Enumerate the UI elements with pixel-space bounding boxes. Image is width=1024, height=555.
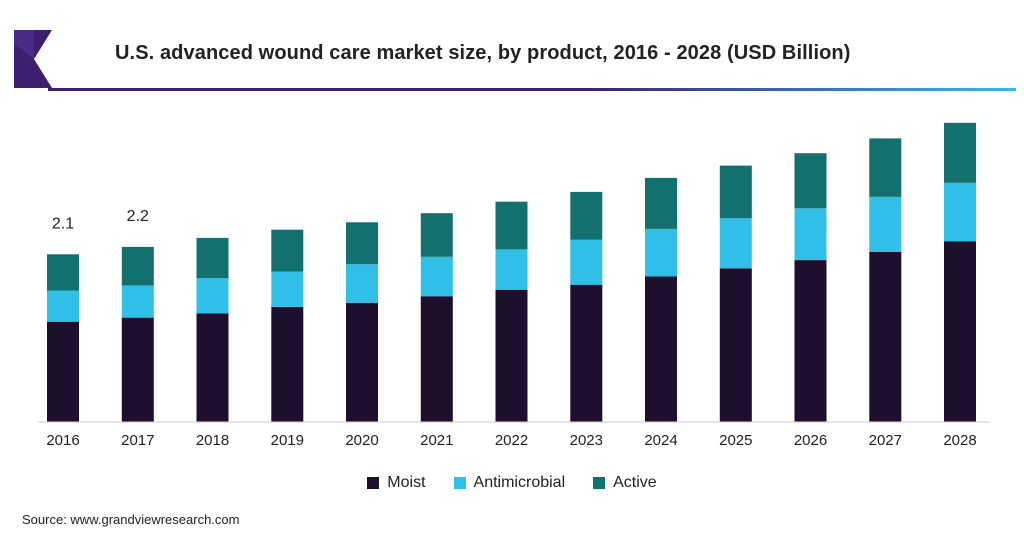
bar-active-2016 xyxy=(47,254,79,291)
source-note: Source: www.grandviewresearch.com xyxy=(22,512,240,527)
bar-active-2026 xyxy=(794,153,827,209)
bar-moist-2019 xyxy=(271,306,304,422)
bar-antimicrobial-2026 xyxy=(794,208,827,261)
legend-swatch-antimicrobial xyxy=(453,477,466,489)
bar-antimicrobial-2018 xyxy=(196,278,229,314)
x-tick-labels: 2016 2017 2018 2019 2020 2021 2022 2023 2024 2025… xyxy=(46,432,976,449)
bar-moist-2026 xyxy=(794,260,827,422)
bar-active-2027 xyxy=(869,138,902,197)
data-labels: 2.1 2.2 xyxy=(52,208,149,232)
bar-active-2024 xyxy=(645,177,677,229)
bar-antimicrobial-2024 xyxy=(645,228,677,277)
x-tick-label-2027: 2027 xyxy=(869,432,902,449)
legend-label-moist: Moist xyxy=(387,474,426,491)
x-tick-label-2020: 2020 xyxy=(345,432,378,449)
bar-moist-2016 xyxy=(47,321,79,422)
chart-title: U.S. advanced wound care market size, by… xyxy=(115,42,851,64)
bar-antimicrobial-2022 xyxy=(495,249,528,290)
bar-antimicrobial-2019 xyxy=(271,271,304,307)
legend-label-active: Active xyxy=(613,474,657,491)
header-rule xyxy=(48,88,1016,91)
legend-swatch-moist xyxy=(367,477,380,489)
data-label-2016: 2.1 xyxy=(52,215,74,232)
bars-layer xyxy=(47,122,976,422)
x-tick-label-2017: 2017 xyxy=(121,432,154,449)
bar-active-2025 xyxy=(719,165,752,219)
legend-item-active: Active xyxy=(593,474,657,492)
legend: Moist Antimicrobial Active xyxy=(0,474,1024,492)
bar-antimicrobial-2017 xyxy=(121,285,154,318)
bar-moist-2023 xyxy=(570,284,603,422)
bar-active-2017 xyxy=(121,246,154,286)
legend-swatch-active xyxy=(593,477,606,489)
legend-label-antimicrobial: Antimicrobial xyxy=(473,474,566,491)
legend-item-antimicrobial: Antimicrobial xyxy=(453,474,566,492)
bar-moist-2027 xyxy=(869,251,902,422)
bar-antimicrobial-2027 xyxy=(869,196,902,252)
x-tick-label-2021: 2021 xyxy=(420,432,453,449)
bar-active-2019 xyxy=(271,229,304,272)
bar-moist-2028 xyxy=(944,241,976,422)
stacked-bar-chart: 2016 2017 2018 2019 2020 2021 2022 2023 2024 2025… xyxy=(38,122,990,449)
x-tick-label-2024: 2024 xyxy=(644,432,677,449)
x-tick-label-2026: 2026 xyxy=(794,432,827,449)
bar-active-2018 xyxy=(196,237,229,279)
x-tick-label-2025: 2025 xyxy=(719,432,752,449)
bar-active-2028 xyxy=(944,122,976,183)
chart-header: U.S. advanced wound care market size, by… xyxy=(0,0,1024,100)
bar-moist-2018 xyxy=(196,313,229,422)
bar-moist-2025 xyxy=(719,268,752,422)
x-tick-label-2018: 2018 xyxy=(196,432,229,449)
bar-antimicrobial-2021 xyxy=(420,256,453,297)
bar-active-2021 xyxy=(420,213,453,257)
bar-moist-2017 xyxy=(121,317,154,422)
bar-moist-2024 xyxy=(645,276,677,422)
bar-antimicrobial-2020 xyxy=(346,264,378,303)
bar-active-2020 xyxy=(346,222,378,265)
x-tick-label-2019: 2019 xyxy=(271,432,304,449)
bar-antimicrobial-2028 xyxy=(944,182,976,242)
data-label-2017: 2.2 xyxy=(127,208,149,225)
legend-item-moist: Moist xyxy=(367,474,426,492)
x-tick-label-2028: 2028 xyxy=(943,432,976,449)
bar-moist-2022 xyxy=(495,289,528,422)
bar-antimicrobial-2016 xyxy=(47,290,79,322)
x-tick-label-2022: 2022 xyxy=(495,432,528,449)
bar-active-2023 xyxy=(570,191,603,240)
bar-antimicrobial-2025 xyxy=(719,218,752,269)
bar-moist-2020 xyxy=(346,302,378,422)
bar-antimicrobial-2023 xyxy=(570,239,603,285)
bar-moist-2021 xyxy=(420,296,453,422)
bar-active-2022 xyxy=(495,201,528,250)
x-tick-label-2016: 2016 xyxy=(46,432,79,449)
brand-logo xyxy=(14,30,52,88)
x-tick-label-2023: 2023 xyxy=(570,432,603,449)
